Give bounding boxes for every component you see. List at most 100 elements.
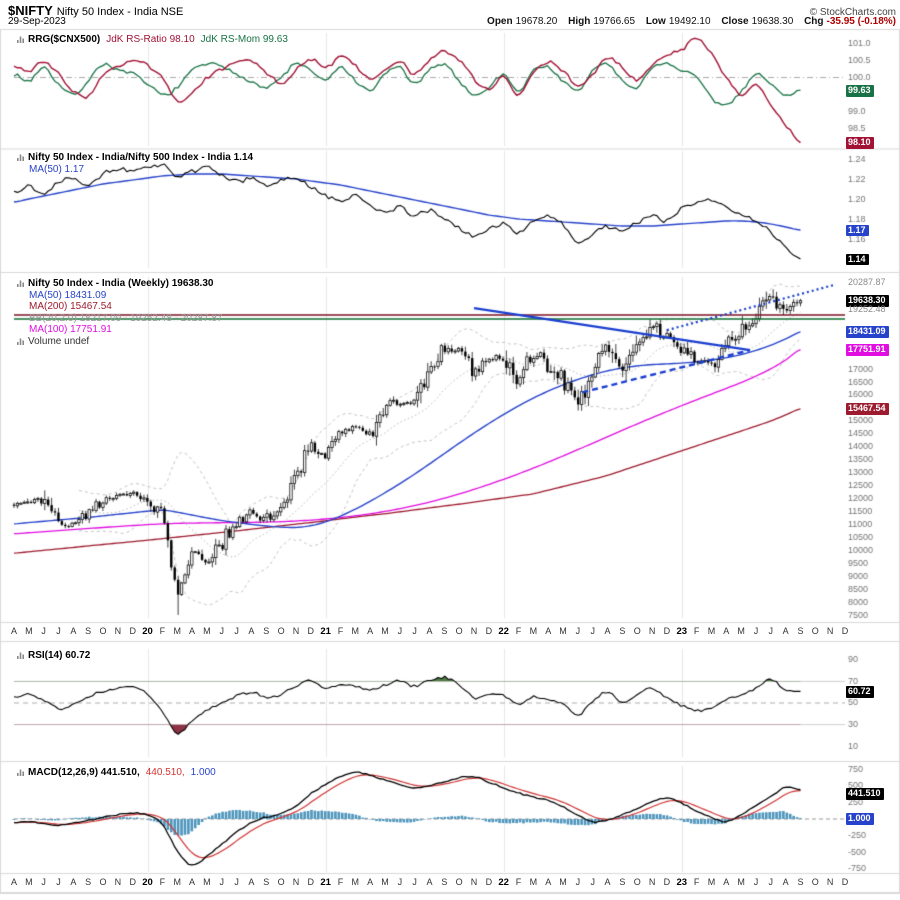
legend-item: MA(100) 17751.91 <box>29 324 112 335</box>
chart-icon[interactable] <box>16 279 25 288</box>
rrg-legend-row: RRG($CNX500) JdK RS-Ratio 98.10 JdK RS-Mom… <box>16 34 294 45</box>
x-axis-label: M <box>173 626 181 636</box>
x-axis-label: M <box>559 877 567 887</box>
x-axis-label: J <box>219 877 225 887</box>
x-axis-label: D <box>663 626 671 636</box>
symbol-name: Nifty 50 Index - India NSE <box>56 6 184 18</box>
x-axis-label: O <box>633 626 641 636</box>
x-axis-label: J <box>234 626 239 636</box>
x-axis-label: A <box>723 626 730 636</box>
x-axis-label: 23 <box>676 877 688 888</box>
quote-summary: Open 19678.20 High 19766.65 Low 19492.10 Cl… <box>479 16 896 27</box>
x-axis-label: M <box>173 877 181 887</box>
x-axis-label: D <box>129 626 136 636</box>
x-axis-label: F <box>515 877 522 887</box>
x-axis-label: S <box>263 877 270 887</box>
chart-icon[interactable] <box>16 35 25 44</box>
price-legend-row: MA(100) 17751.91 <box>29 324 118 335</box>
quote-chg-label: Chg <box>804 16 824 27</box>
rsi-axis-label: 60.72 <box>846 685 874 698</box>
x-axis-label: J <box>575 877 581 887</box>
quote-open-label: Open <box>487 16 513 27</box>
x-axis-label: O <box>455 626 463 636</box>
x-axis-label: M <box>25 626 33 636</box>
x-axis-label: A <box>604 626 611 636</box>
x-axis-label: M <box>529 877 538 887</box>
x-axis-label: O <box>811 626 819 636</box>
x-axis-label: M <box>707 877 716 887</box>
chart-icon[interactable] <box>16 153 25 162</box>
header-row-2: 29-Sep-2023 Open 19678.20 High 19766.65 Lo… <box>8 16 896 27</box>
price-axis-label: 20287.87 <box>848 277 886 288</box>
x-axis-label: J <box>768 877 774 887</box>
legend-item: MACD(12,26,9) 441.510, <box>28 767 140 778</box>
x-axis-label: J <box>234 877 239 887</box>
quote-low-value: 19492.10 <box>668 16 711 27</box>
quote-high-value: 19766.65 <box>593 16 636 27</box>
rrg-axis-label: 98.10 <box>846 137 874 149</box>
quote-high-label: High <box>568 16 591 27</box>
quote-close-value: 19638.30 <box>751 16 794 27</box>
chart-date: 29-Sep-2023 <box>8 16 66 27</box>
x-axis-label: M <box>25 877 33 887</box>
x-axis-label: A <box>604 877 611 887</box>
x-axis-label: 21 <box>320 626 331 637</box>
legend-item: JdK RS-Ratio 98.10 <box>106 34 195 45</box>
x-axis-label: A <box>426 877 433 887</box>
legend-item: JdK RS-Mom 99.63 <box>200 34 288 45</box>
x-axis-label: A <box>10 877 18 887</box>
x-axis-label: A <box>782 877 789 887</box>
price-legend-row: MA(50) 18431.09 <box>29 290 112 301</box>
x-axis-label: A <box>189 877 196 887</box>
x-axis-label: N <box>648 877 656 887</box>
x-axis-label: 21 <box>320 877 331 888</box>
legend-item: Nifty 50 Index - India (Weekly) 19638.30 <box>28 278 214 289</box>
x-axis-label: D <box>307 626 315 636</box>
price-legend-row: Nifty 50 Index - India (Weekly) 19638.30 <box>16 278 219 289</box>
x-axis-label: J <box>590 626 595 636</box>
x-axis-label: S <box>263 626 270 636</box>
x-axis-label: A <box>782 626 789 636</box>
x-axis-label: N <box>826 877 834 887</box>
x-axis-label: D <box>841 626 849 636</box>
quote-chg-value: -35.95 (-0.18%) <box>826 16 896 27</box>
x-axis-label: D <box>307 877 315 887</box>
x-axis-label: O <box>277 626 285 636</box>
x-axis-label: S <box>85 877 92 887</box>
x-axis-label: J <box>56 877 61 887</box>
x-axis-label: M <box>707 626 716 636</box>
x-axis-label: M <box>351 877 360 887</box>
x-axis-label: J <box>56 626 61 636</box>
x-axis-label: N <box>826 626 834 636</box>
chart-icon[interactable] <box>16 768 25 777</box>
volume-icon[interactable] <box>16 337 25 346</box>
x-axis-label: J <box>768 626 774 636</box>
symbol: $NIFTY <box>8 3 53 18</box>
x-axis-bottom: A M J J A S O N D 20 F M A M J J A S O N D 21 F M A M J J A S O N D 22 F M A… <box>0 875 900 892</box>
price-axis-label: 17751.91 <box>846 344 889 356</box>
x-axis-label: J <box>41 877 46 887</box>
x-axis-label: N <box>114 626 122 636</box>
chart-icon[interactable] <box>16 651 25 660</box>
macd-axis-label: 441.510 <box>846 787 884 800</box>
x-axis-label: O <box>633 877 641 887</box>
x-axis-label: M <box>559 626 567 636</box>
x-axis-label: O <box>99 626 107 636</box>
macd-axis-label: 1.000 <box>846 813 874 826</box>
price-legend-row: Volume undef <box>16 336 95 347</box>
x-axis-label: J <box>41 626 46 636</box>
x-axis-label: N <box>292 626 300 636</box>
quote-close-label: Close <box>721 16 749 27</box>
x-axis-label: F <box>337 626 344 636</box>
x-axis-label: D <box>485 877 493 887</box>
header-row-1: $NIFTY Nifty 50 Index - India NSE © Stock… <box>8 2 896 20</box>
x-axis-label: A <box>248 877 255 887</box>
x-axis-label: S <box>619 626 626 636</box>
x-axis-label: D <box>841 877 849 887</box>
x-axis-label: A <box>545 626 552 636</box>
legend-item: MA(50) 18431.09 <box>29 289 107 301</box>
x-axis-label: F <box>693 877 700 887</box>
x-axis-label: S <box>619 877 626 887</box>
